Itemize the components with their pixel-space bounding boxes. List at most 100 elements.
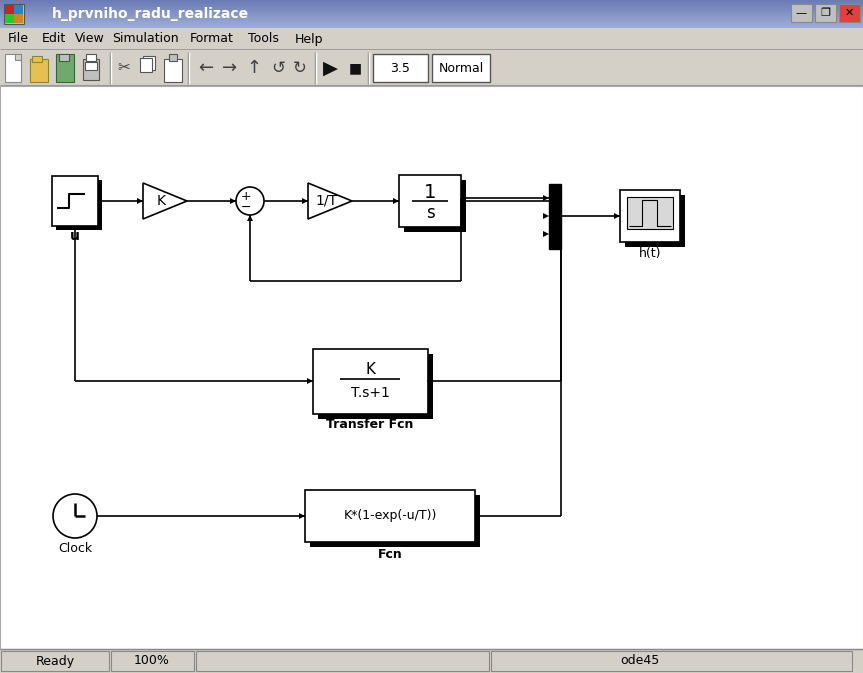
Bar [0, 8, 863, 9]
Bar [373, 54, 428, 82]
Bar [111, 651, 194, 671]
Polygon shape [137, 198, 143, 204]
Text: ✂: ✂ [117, 61, 130, 75]
Bar [620, 190, 680, 242]
Bar [0, 11, 863, 12]
Bar [0, 50, 863, 86]
Polygon shape [543, 213, 549, 219]
Polygon shape [549, 230, 555, 238]
Text: Tools: Tools [248, 32, 279, 46]
Bar [268, 54, 288, 82]
Text: ↻: ↻ [293, 59, 307, 77]
Text: K: K [365, 363, 375, 378]
Bar [196, 651, 489, 671]
Bar [83, 59, 99, 80]
Bar [0, 4, 863, 5]
Bar [0, 3, 863, 4]
Text: Ready: Ready [35, 655, 74, 668]
Bar [14, 14, 23, 23]
Bar [0, 649, 863, 673]
Bar [318, 354, 433, 419]
Text: 3.5: 3.5 [390, 61, 410, 75]
Text: h(t): h(t) [639, 248, 661, 260]
Bar [15, 54, 21, 60]
Polygon shape [302, 198, 308, 204]
Text: Transfer Fcn: Transfer Fcn [326, 419, 413, 431]
Text: →: → [223, 59, 237, 77]
Bar [0, 7, 863, 8]
Bar [0, 24, 863, 25]
Text: ↑: ↑ [247, 59, 261, 77]
Bar [56, 180, 102, 230]
Bar [140, 58, 152, 72]
Bar [310, 495, 480, 547]
Bar [0, 0, 863, 1]
Bar [244, 54, 264, 82]
Bar [0, 18, 863, 19]
Bar [0, 9, 863, 10]
Bar [5, 14, 14, 23]
Text: 100%: 100% [134, 655, 170, 668]
Bar [0, 22, 863, 23]
Text: Help: Help [295, 32, 324, 46]
Text: −: − [241, 201, 251, 213]
Bar [0, 17, 863, 18]
Polygon shape [143, 183, 187, 219]
Text: +: + [241, 190, 251, 203]
Bar [164, 59, 182, 82]
Bar [1, 651, 109, 671]
Text: ❐: ❐ [820, 8, 830, 18]
Polygon shape [549, 212, 555, 220]
Bar [0, 10, 863, 11]
Bar [491, 651, 852, 671]
Bar [0, 28, 863, 50]
Polygon shape [230, 198, 236, 204]
Bar [627, 197, 673, 229]
Bar [0, 2, 863, 3]
Bar [0, 6, 863, 7]
Polygon shape [307, 378, 313, 384]
Bar [5, 5, 14, 14]
Bar [549, 184, 561, 249]
Polygon shape [247, 215, 253, 221]
Bar [143, 56, 155, 70]
Bar [0, 23, 863, 24]
Bar [4, 4, 24, 24]
Bar [791, 4, 812, 22]
Bar [32, 56, 42, 62]
Text: Clock: Clock [58, 542, 92, 555]
Bar [0, 5, 863, 6]
Bar [169, 54, 177, 61]
Text: Edit: Edit [42, 32, 66, 46]
Text: u: u [70, 229, 80, 243]
Bar [0, 16, 863, 17]
Polygon shape [299, 513, 305, 519]
Bar [0, 86, 863, 649]
Bar [399, 175, 461, 227]
Bar [290, 54, 310, 82]
Text: Simulation: Simulation [112, 32, 179, 46]
Bar [0, 13, 863, 14]
Text: s: s [425, 204, 434, 222]
Text: View: View [75, 32, 104, 46]
Polygon shape [549, 194, 555, 202]
Circle shape [53, 494, 97, 538]
Text: 1: 1 [424, 184, 436, 203]
Bar [220, 54, 240, 82]
Polygon shape [543, 195, 549, 201]
Bar [404, 180, 466, 232]
Bar [5, 54, 21, 82]
Text: —: — [796, 8, 807, 18]
Bar [313, 349, 428, 414]
Text: Fcn: Fcn [378, 548, 402, 561]
Bar [305, 490, 475, 542]
Text: ▶: ▶ [323, 59, 337, 77]
Bar [432, 54, 490, 82]
Bar [625, 195, 685, 247]
Bar [0, 12, 863, 13]
Bar [0, 19, 863, 20]
Bar [30, 59, 48, 82]
Bar [0, 14, 863, 15]
Text: File: File [8, 32, 29, 46]
Bar [52, 176, 98, 226]
